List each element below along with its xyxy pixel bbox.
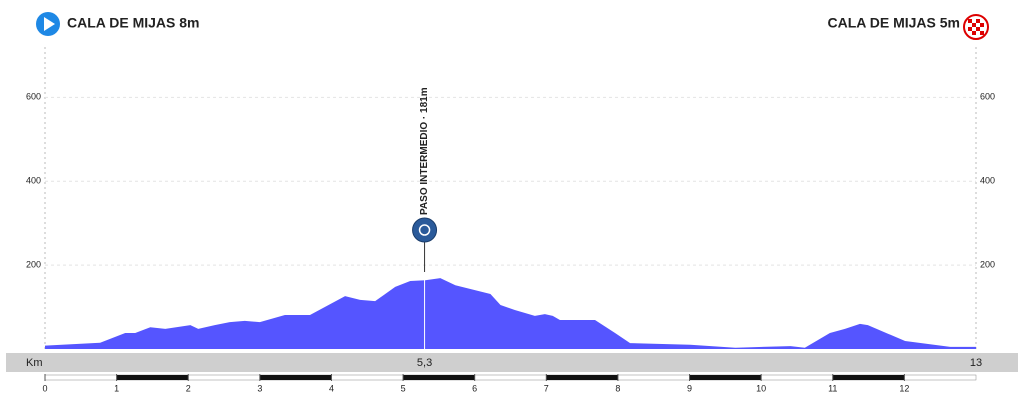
scale-segment [116, 375, 189, 380]
y-tick-label: 600 [980, 92, 995, 102]
x-tick-label: 1 [114, 383, 119, 393]
y-tick-label: 200 [980, 259, 995, 269]
elevation-area [45, 278, 976, 349]
x-label: Km [26, 357, 43, 369]
scale-segment [832, 375, 905, 380]
x-tick-label: 9 [687, 383, 692, 393]
start-label: CALA DE MIJAS 8m [67, 15, 200, 31]
x-tick-label: 4 [329, 383, 334, 393]
x-tick-label: 7 [544, 383, 549, 393]
x-tick-label: 11 [828, 383, 837, 393]
distance-band [6, 353, 1018, 372]
x-tick-label: 2 [186, 383, 191, 393]
x-tick-label: 8 [615, 383, 620, 393]
x-tick-label: 3 [257, 383, 262, 393]
x-tick-label: 10 [756, 383, 766, 393]
marker-icon-inner [418, 224, 431, 236]
scale-segment [546, 375, 618, 380]
start-icon [36, 12, 60, 36]
finish-label: CALA DE MIJAS 5m [827, 15, 960, 31]
y-tick-label: 400 [980, 176, 995, 186]
x-tick-label: 12 [899, 383, 909, 393]
scale-segment [259, 375, 332, 380]
total-km-label: 13 [970, 357, 982, 369]
marker-km-label: 5,3 [417, 357, 432, 369]
x-tick-label: 6 [472, 383, 477, 393]
marker-label: PASO INTERMEDIO · 181m [419, 87, 430, 215]
y-tick-label: 400 [26, 176, 41, 186]
scale-segment [689, 375, 762, 380]
marker-icon [412, 217, 438, 243]
finish-icon [963, 14, 989, 40]
scale-segment [403, 375, 475, 380]
x-tick-label: 0 [42, 383, 47, 393]
x-tick-label: 5 [401, 383, 406, 393]
y-tick-label: 600 [26, 92, 41, 102]
y-tick-label: 200 [26, 259, 41, 269]
